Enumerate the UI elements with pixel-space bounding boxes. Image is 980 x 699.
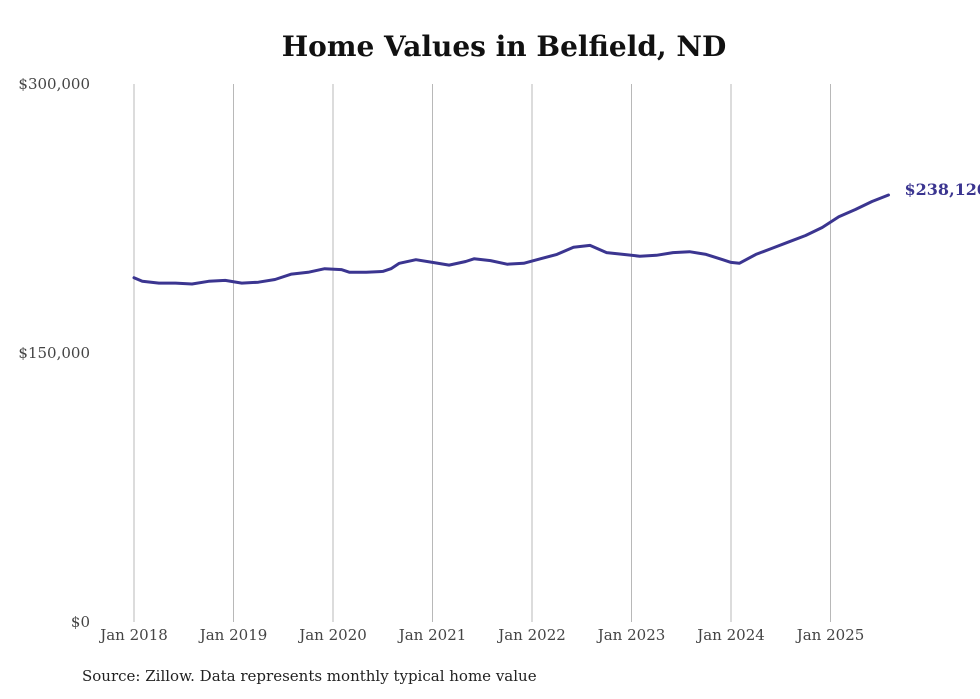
y-tick-label: $0	[71, 613, 90, 631]
y-axis-ticks: $0 $150,000 $300,000	[18, 75, 90, 631]
x-tick-label: Jan 2022	[496, 626, 566, 644]
y-tick-label: $300,000	[18, 75, 90, 93]
series-line	[132, 193, 890, 286]
x-tick-label: Jan 2025	[795, 626, 865, 644]
x-tick-label: Jan 2021	[397, 626, 467, 644]
chart-title: Home Values in Belfield, ND	[281, 30, 727, 63]
source-note: Source: Zillow. Data represents monthly …	[82, 667, 537, 685]
x-tick-label: Jan 2023	[596, 626, 666, 644]
x-tick-label: Jan 2019	[198, 626, 268, 644]
gridlines	[133, 84, 831, 622]
x-tick-label: Jan 2020	[297, 626, 367, 644]
x-tick-label: Jan 2024	[695, 626, 765, 644]
x-axis-ticks: Jan 2018 Jan 2019 Jan 2020 Jan 2021 Jan 2022…	[98, 626, 864, 644]
end-value-label: $238,120	[905, 180, 980, 199]
y-tick-label: $150,000	[18, 344, 90, 362]
x-tick-label: Jan 2018	[98, 626, 168, 644]
